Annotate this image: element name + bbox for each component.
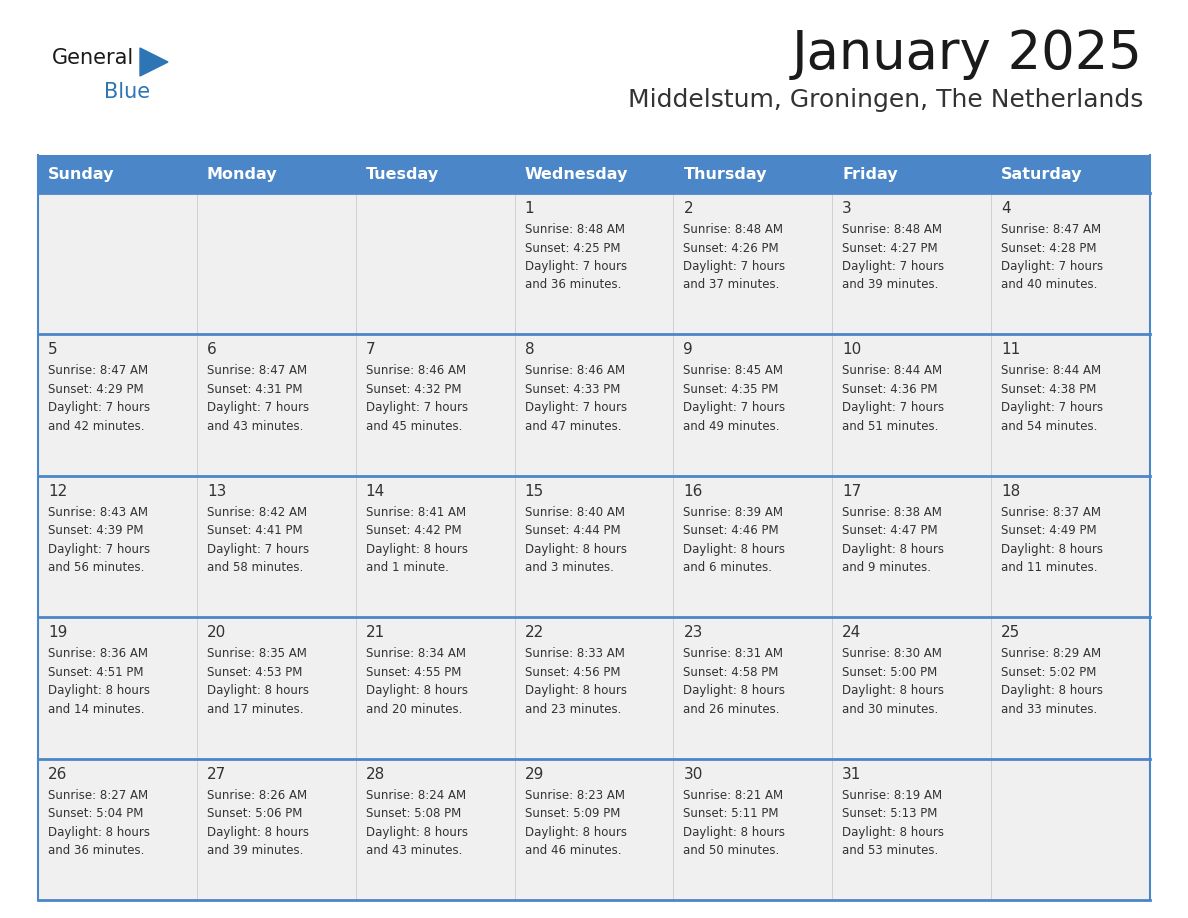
Text: 14: 14: [366, 484, 385, 498]
Text: 29: 29: [525, 767, 544, 781]
Bar: [38, 334, 1150, 476]
Text: 20: 20: [207, 625, 226, 640]
Text: Sunrise: 8:41 AM
Sunset: 4:42 PM
Daylight: 8 hours
and 1 minute.: Sunrise: 8:41 AM Sunset: 4:42 PM Dayligh…: [366, 506, 468, 575]
Text: Sunrise: 8:26 AM
Sunset: 5:06 PM
Daylight: 8 hours
and 39 minutes.: Sunrise: 8:26 AM Sunset: 5:06 PM Dayligh…: [207, 789, 309, 857]
Text: 1: 1: [525, 201, 535, 216]
Text: Sunrise: 8:40 AM
Sunset: 4:44 PM
Daylight: 8 hours
and 3 minutes.: Sunrise: 8:40 AM Sunset: 4:44 PM Dayligh…: [525, 506, 626, 575]
Text: 9: 9: [683, 342, 693, 357]
Text: Sunrise: 8:46 AM
Sunset: 4:32 PM
Daylight: 7 hours
and 45 minutes.: Sunrise: 8:46 AM Sunset: 4:32 PM Dayligh…: [366, 364, 468, 433]
Bar: [38, 155, 1150, 193]
Text: Sunrise: 8:29 AM
Sunset: 5:02 PM
Daylight: 8 hours
and 33 minutes.: Sunrise: 8:29 AM Sunset: 5:02 PM Dayligh…: [1001, 647, 1104, 716]
Text: Sunrise: 8:47 AM
Sunset: 4:28 PM
Daylight: 7 hours
and 40 minutes.: Sunrise: 8:47 AM Sunset: 4:28 PM Dayligh…: [1001, 223, 1104, 292]
Text: Sunrise: 8:44 AM
Sunset: 4:38 PM
Daylight: 7 hours
and 54 minutes.: Sunrise: 8:44 AM Sunset: 4:38 PM Dayligh…: [1001, 364, 1104, 433]
Text: Sunrise: 8:42 AM
Sunset: 4:41 PM
Daylight: 7 hours
and 58 minutes.: Sunrise: 8:42 AM Sunset: 4:41 PM Dayligh…: [207, 506, 309, 575]
Text: Sunrise: 8:46 AM
Sunset: 4:33 PM
Daylight: 7 hours
and 47 minutes.: Sunrise: 8:46 AM Sunset: 4:33 PM Dayligh…: [525, 364, 627, 433]
Text: Sunday: Sunday: [48, 166, 114, 182]
Text: Tuesday: Tuesday: [366, 166, 438, 182]
Text: Sunrise: 8:44 AM
Sunset: 4:36 PM
Daylight: 7 hours
and 51 minutes.: Sunrise: 8:44 AM Sunset: 4:36 PM Dayligh…: [842, 364, 944, 433]
Text: Sunrise: 8:31 AM
Sunset: 4:58 PM
Daylight: 8 hours
and 26 minutes.: Sunrise: 8:31 AM Sunset: 4:58 PM Dayligh…: [683, 647, 785, 716]
Text: 23: 23: [683, 625, 703, 640]
Text: 7: 7: [366, 342, 375, 357]
Text: Friday: Friday: [842, 166, 898, 182]
Text: January 2025: January 2025: [792, 28, 1143, 80]
Text: 2: 2: [683, 201, 693, 216]
Text: 25: 25: [1001, 625, 1020, 640]
Text: Sunrise: 8:45 AM
Sunset: 4:35 PM
Daylight: 7 hours
and 49 minutes.: Sunrise: 8:45 AM Sunset: 4:35 PM Dayligh…: [683, 364, 785, 433]
Text: Sunrise: 8:48 AM
Sunset: 4:27 PM
Daylight: 7 hours
and 39 minutes.: Sunrise: 8:48 AM Sunset: 4:27 PM Dayligh…: [842, 223, 944, 292]
Text: 19: 19: [48, 625, 68, 640]
Bar: [38, 617, 1150, 758]
Text: Saturday: Saturday: [1001, 166, 1082, 182]
Text: 11: 11: [1001, 342, 1020, 357]
Text: Sunrise: 8:37 AM
Sunset: 4:49 PM
Daylight: 8 hours
and 11 minutes.: Sunrise: 8:37 AM Sunset: 4:49 PM Dayligh…: [1001, 506, 1104, 575]
Bar: [38, 193, 1150, 334]
Text: Sunrise: 8:43 AM
Sunset: 4:39 PM
Daylight: 7 hours
and 56 minutes.: Sunrise: 8:43 AM Sunset: 4:39 PM Dayligh…: [48, 506, 150, 575]
Bar: [38, 476, 1150, 617]
Text: Sunrise: 8:21 AM
Sunset: 5:11 PM
Daylight: 8 hours
and 50 minutes.: Sunrise: 8:21 AM Sunset: 5:11 PM Dayligh…: [683, 789, 785, 857]
Text: 30: 30: [683, 767, 703, 781]
Text: 5: 5: [48, 342, 58, 357]
Text: 21: 21: [366, 625, 385, 640]
Text: 27: 27: [207, 767, 226, 781]
Bar: [38, 758, 1150, 900]
Text: 24: 24: [842, 625, 861, 640]
Text: Sunrise: 8:38 AM
Sunset: 4:47 PM
Daylight: 8 hours
and 9 minutes.: Sunrise: 8:38 AM Sunset: 4:47 PM Dayligh…: [842, 506, 944, 575]
Text: Sunrise: 8:48 AM
Sunset: 4:26 PM
Daylight: 7 hours
and 37 minutes.: Sunrise: 8:48 AM Sunset: 4:26 PM Dayligh…: [683, 223, 785, 292]
Text: Sunrise: 8:47 AM
Sunset: 4:29 PM
Daylight: 7 hours
and 42 minutes.: Sunrise: 8:47 AM Sunset: 4:29 PM Dayligh…: [48, 364, 150, 433]
Text: 3: 3: [842, 201, 852, 216]
Text: Sunrise: 8:34 AM
Sunset: 4:55 PM
Daylight: 8 hours
and 20 minutes.: Sunrise: 8:34 AM Sunset: 4:55 PM Dayligh…: [366, 647, 468, 716]
Text: Sunrise: 8:33 AM
Sunset: 4:56 PM
Daylight: 8 hours
and 23 minutes.: Sunrise: 8:33 AM Sunset: 4:56 PM Dayligh…: [525, 647, 626, 716]
Text: 26: 26: [48, 767, 68, 781]
Text: 31: 31: [842, 767, 861, 781]
Text: Sunrise: 8:36 AM
Sunset: 4:51 PM
Daylight: 8 hours
and 14 minutes.: Sunrise: 8:36 AM Sunset: 4:51 PM Dayligh…: [48, 647, 150, 716]
Text: 13: 13: [207, 484, 226, 498]
Polygon shape: [140, 48, 168, 76]
Text: 6: 6: [207, 342, 216, 357]
Text: 10: 10: [842, 342, 861, 357]
Text: Sunrise: 8:30 AM
Sunset: 5:00 PM
Daylight: 8 hours
and 30 minutes.: Sunrise: 8:30 AM Sunset: 5:00 PM Dayligh…: [842, 647, 944, 716]
Text: 4: 4: [1001, 201, 1011, 216]
Text: Wednesday: Wednesday: [525, 166, 628, 182]
Text: 15: 15: [525, 484, 544, 498]
Text: 17: 17: [842, 484, 861, 498]
Text: 28: 28: [366, 767, 385, 781]
Text: Sunrise: 8:35 AM
Sunset: 4:53 PM
Daylight: 8 hours
and 17 minutes.: Sunrise: 8:35 AM Sunset: 4:53 PM Dayligh…: [207, 647, 309, 716]
Text: 12: 12: [48, 484, 68, 498]
Text: Sunrise: 8:47 AM
Sunset: 4:31 PM
Daylight: 7 hours
and 43 minutes.: Sunrise: 8:47 AM Sunset: 4:31 PM Dayligh…: [207, 364, 309, 433]
Text: Sunrise: 8:19 AM
Sunset: 5:13 PM
Daylight: 8 hours
and 53 minutes.: Sunrise: 8:19 AM Sunset: 5:13 PM Dayligh…: [842, 789, 944, 857]
Text: Sunrise: 8:23 AM
Sunset: 5:09 PM
Daylight: 8 hours
and 46 minutes.: Sunrise: 8:23 AM Sunset: 5:09 PM Dayligh…: [525, 789, 626, 857]
Text: Sunrise: 8:24 AM
Sunset: 5:08 PM
Daylight: 8 hours
and 43 minutes.: Sunrise: 8:24 AM Sunset: 5:08 PM Dayligh…: [366, 789, 468, 857]
Text: General: General: [52, 48, 134, 68]
Text: Sunrise: 8:39 AM
Sunset: 4:46 PM
Daylight: 8 hours
and 6 minutes.: Sunrise: 8:39 AM Sunset: 4:46 PM Dayligh…: [683, 506, 785, 575]
Text: 22: 22: [525, 625, 544, 640]
Text: 18: 18: [1001, 484, 1020, 498]
Text: Sunrise: 8:48 AM
Sunset: 4:25 PM
Daylight: 7 hours
and 36 minutes.: Sunrise: 8:48 AM Sunset: 4:25 PM Dayligh…: [525, 223, 627, 292]
Text: Middelstum, Groningen, The Netherlands: Middelstum, Groningen, The Netherlands: [627, 88, 1143, 112]
Text: Sunrise: 8:27 AM
Sunset: 5:04 PM
Daylight: 8 hours
and 36 minutes.: Sunrise: 8:27 AM Sunset: 5:04 PM Dayligh…: [48, 789, 150, 857]
Text: 16: 16: [683, 484, 703, 498]
Text: Thursday: Thursday: [683, 166, 767, 182]
Text: Monday: Monday: [207, 166, 278, 182]
Text: Blue: Blue: [105, 82, 150, 102]
Text: 8: 8: [525, 342, 535, 357]
